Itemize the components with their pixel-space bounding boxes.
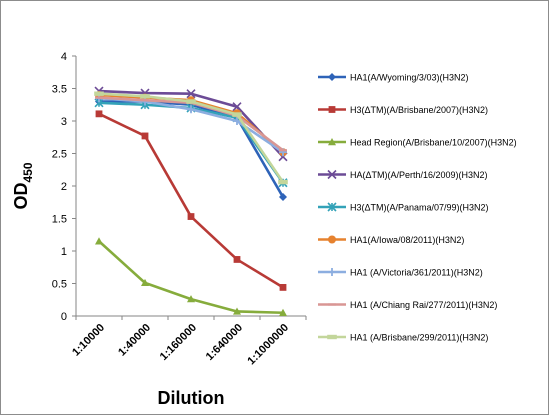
data-point xyxy=(232,102,242,112)
y-tick-label: 2.5 xyxy=(52,149,67,161)
data-point xyxy=(140,94,150,99)
legend-item: HA1 (A/Chiang Rai/277/2011)(H3N2) xyxy=(318,300,497,310)
data-point xyxy=(279,284,287,291)
x-tick-label: 1:160000 xyxy=(158,322,199,363)
legend-label: HA1 (A/Brisbane/299/2011)(H3N2) xyxy=(350,333,488,343)
data-point xyxy=(186,89,196,99)
legend-item: HA(ΔTM)(A/Perth/16/2009)(H3N2) xyxy=(318,169,488,180)
legend-item: HA1 (A/Victoria/361/2011)(H3N2) xyxy=(318,268,483,278)
data-point xyxy=(278,179,288,185)
legend-item: HA1(A/Iowa/08/2011)(H3N2) xyxy=(318,235,464,245)
data-point xyxy=(328,106,336,113)
legend-label: H3(ΔTM)(A/Brisbane/2007)(H3N2) xyxy=(350,105,488,115)
legend-item: H3(ΔTM)(A/Panama/07/99)(H3N2) xyxy=(318,202,489,213)
y-axis-label-main: OD xyxy=(11,183,31,210)
data-point xyxy=(95,110,103,118)
legend-label: HA1 (A/Victoria/361/2011)(H3N2) xyxy=(350,268,483,278)
y-tick-labels: 0 0.5 1 1.5 2 2.5 3 3.5 4 xyxy=(52,51,76,323)
data-point xyxy=(233,117,241,125)
data-point xyxy=(94,91,104,96)
y-tick-label: 0.5 xyxy=(52,279,67,291)
legend-label: Head Region(A/Brisbane/10/2007)(H3N2) xyxy=(350,138,517,148)
x-tick-labels: 1:10000 1:40000 1:160000 1:640000 1:1000000 xyxy=(70,316,307,368)
data-point xyxy=(187,213,195,220)
y-tick-label: 3.5 xyxy=(52,84,67,96)
legend-item: H3(ΔTM)(A/Brisbane/2007)(H3N2) xyxy=(318,105,488,115)
data-point xyxy=(328,73,336,81)
data-point xyxy=(187,105,195,114)
y-tick-label: 2 xyxy=(61,181,67,193)
data-point xyxy=(328,138,336,146)
legend-label: HA(ΔTM)(A/Perth/16/2009)(H3N2) xyxy=(350,170,488,180)
y-axis-label-sub: 450 xyxy=(21,162,35,182)
data-point xyxy=(141,132,149,140)
legend-item: HA1 (A/Brisbane/299/2011)(H3N2) xyxy=(318,333,488,343)
data-point xyxy=(327,169,337,180)
series-line xyxy=(99,100,285,198)
data-point xyxy=(233,307,241,315)
legend-item: Head Region(A/Brisbane/10/2007)(H3N2) xyxy=(318,138,517,148)
y-tick-label: 4 xyxy=(61,51,67,63)
legend-label: HA1 (A/Chiang Rai/277/2011)(H3N2) xyxy=(350,300,497,310)
x-tick-label: 1:10000 xyxy=(70,322,107,359)
y-tick-label: 3 xyxy=(61,116,67,128)
legend: HA1(A/Wyoming/3/03)(H3N2) H3(ΔTM)(A/Brisb… xyxy=(318,73,517,343)
series-layer xyxy=(94,86,288,316)
y-tick-label: 0 xyxy=(61,311,67,323)
data-point xyxy=(328,268,336,276)
data-point xyxy=(233,256,241,263)
data-point xyxy=(141,278,149,287)
data-point xyxy=(328,235,336,244)
y-tick-label: 1 xyxy=(61,246,67,258)
data-point xyxy=(232,112,242,117)
x-axis-label: Dilution xyxy=(158,388,225,408)
series xyxy=(94,91,288,185)
data-point xyxy=(279,193,287,202)
data-point xyxy=(186,99,196,104)
series xyxy=(95,110,287,291)
x-tick-label: 1:1000000 xyxy=(245,322,291,368)
data-point xyxy=(187,295,195,303)
x-tick-label: 1:640000 xyxy=(204,322,245,363)
data-point xyxy=(327,334,337,340)
legend-label: HA1(A/Iowa/08/2011)(H3N2) xyxy=(350,235,464,245)
y-axis-label: OD450 xyxy=(11,162,35,209)
legend-label: H3(ΔTM)(A/Panama/07/99)(H3N2) xyxy=(350,203,489,213)
data-point xyxy=(279,308,287,316)
data-point xyxy=(327,202,337,212)
legend-label: HA1(A/Wyoming/3/03)(H3N2) xyxy=(350,73,468,83)
y-tick-label: 1.5 xyxy=(52,214,67,226)
data-point xyxy=(95,237,103,245)
legend-item: HA1(A/Wyoming/3/03)(H3N2) xyxy=(318,73,468,83)
x-tick-label: 1:40000 xyxy=(116,322,153,359)
series xyxy=(95,237,287,316)
